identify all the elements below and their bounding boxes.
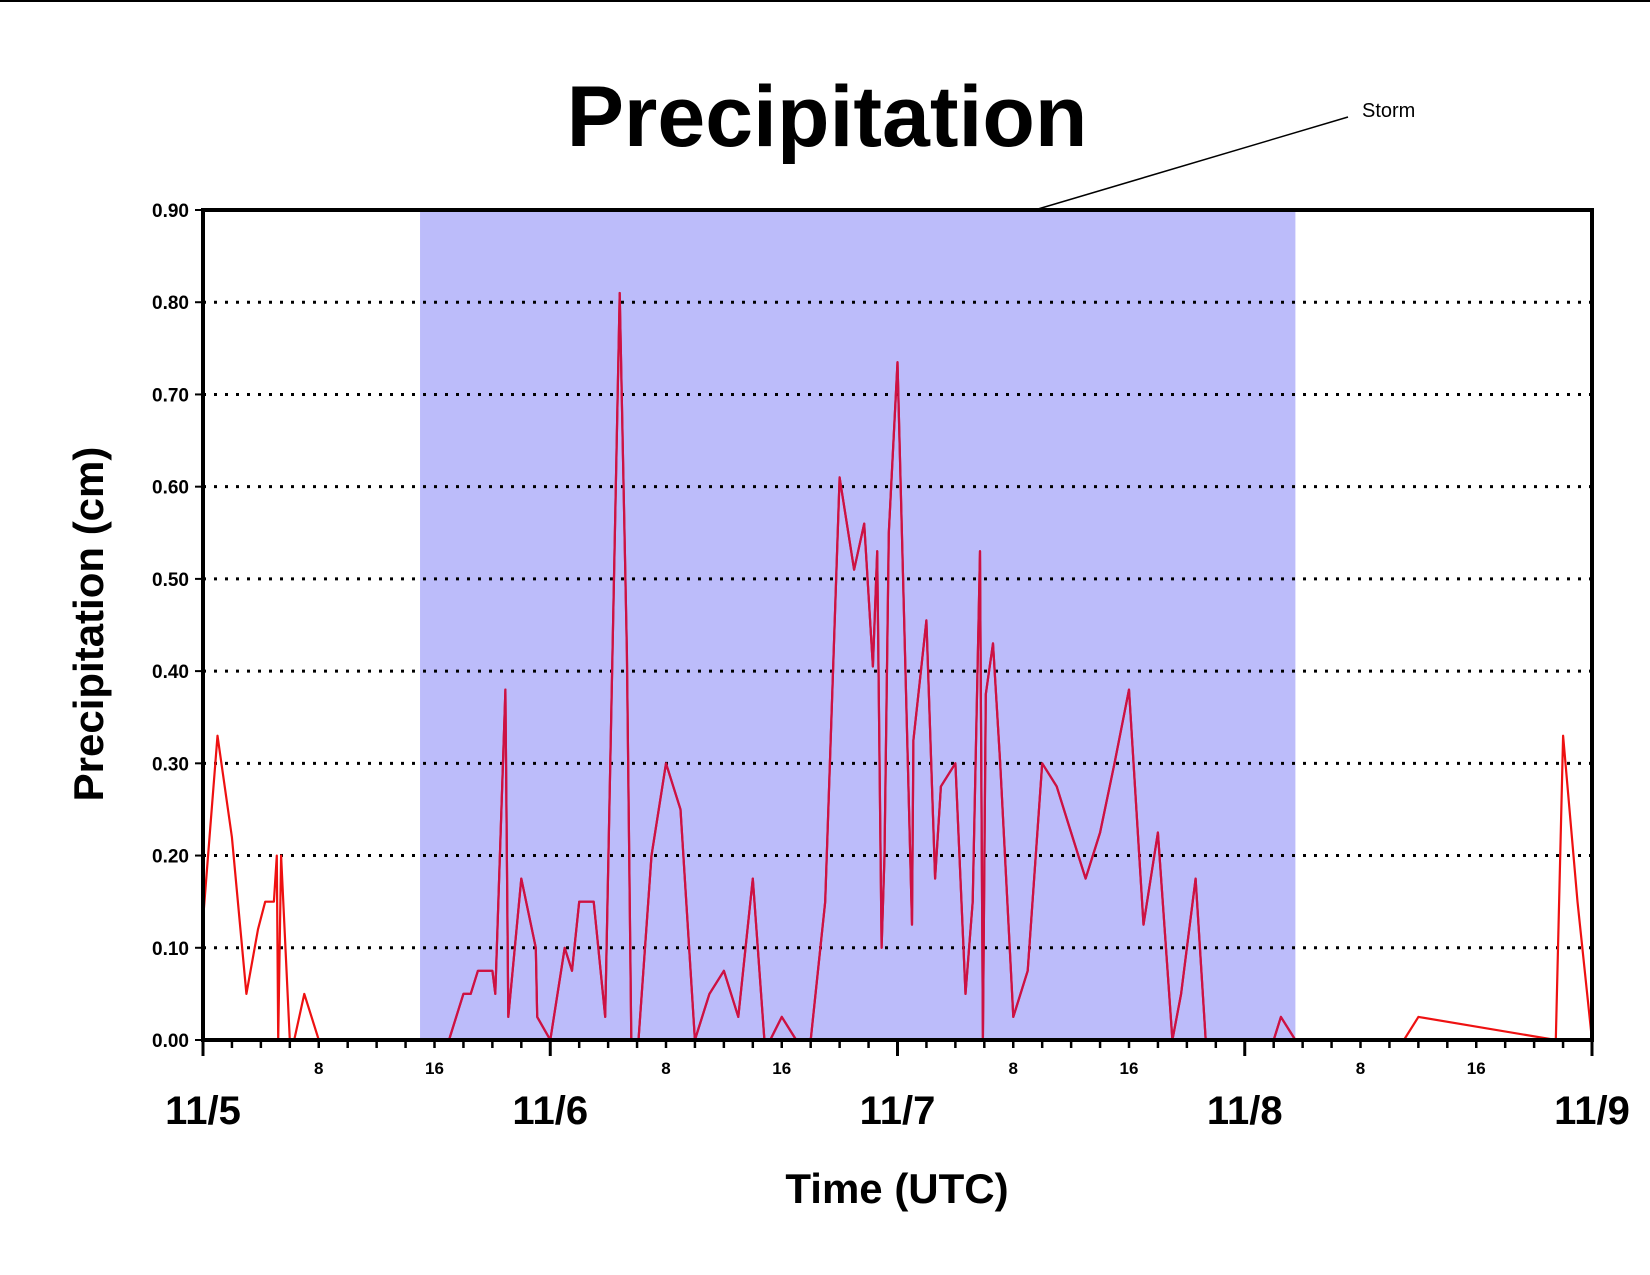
x-hour-label: 16: [1467, 1059, 1486, 1078]
x-date-label: 11/9: [1554, 1089, 1630, 1133]
x-date-label: 11/5: [165, 1089, 241, 1133]
y-tick-label: 0.60: [152, 478, 189, 499]
y-tick-label: 0.50: [152, 570, 189, 591]
x-date-label: 11/7: [860, 1089, 936, 1133]
x-hour-label: 8: [1009, 1059, 1018, 1078]
x-hour-label: 8: [661, 1059, 670, 1078]
x-date-label: 11/6: [512, 1089, 588, 1133]
y-tick-label: 0.70: [152, 385, 189, 406]
x-hour-label: 8: [314, 1059, 323, 1078]
x-date-label: 11/8: [1207, 1089, 1283, 1133]
x-hour-label: 16: [1120, 1059, 1139, 1078]
y-tick-label: 0.30: [152, 754, 189, 775]
x-axis-ticks: 8 16 8 16 8 16 8 16 11/5 11/6 11/7 11/8 11/9: [165, 1040, 1630, 1133]
storm-shaded-region: [420, 210, 1296, 1040]
chart-title: Precipitation: [567, 69, 1088, 165]
top-border-rule: [0, 0, 1650, 2]
y-axis-ticks: 0.00 0.10 0.20 0.30 0.40 0.50 0.60 0.70 0.80 0.90: [152, 201, 203, 1052]
y-tick-label: 0.80: [152, 293, 189, 314]
y-tick-label: 0.40: [152, 662, 189, 683]
y-tick-label: 0.90: [152, 201, 189, 222]
y-tick-label: 0.20: [152, 847, 189, 868]
storm-annotation-label: Storm: [1362, 100, 1415, 122]
x-hour-label: 8: [1356, 1059, 1365, 1078]
x-hour-label: 16: [425, 1059, 444, 1078]
y-axis-label: Precipitation (cm): [65, 447, 112, 802]
x-axis-label: Time (UTC): [785, 1165, 1008, 1212]
storm-annotation-leader: [1037, 116, 1349, 210]
y-tick-label: 0.10: [152, 939, 189, 960]
y-tick-label: 0.00: [152, 1031, 189, 1052]
x-hour-label: 16: [772, 1059, 791, 1078]
